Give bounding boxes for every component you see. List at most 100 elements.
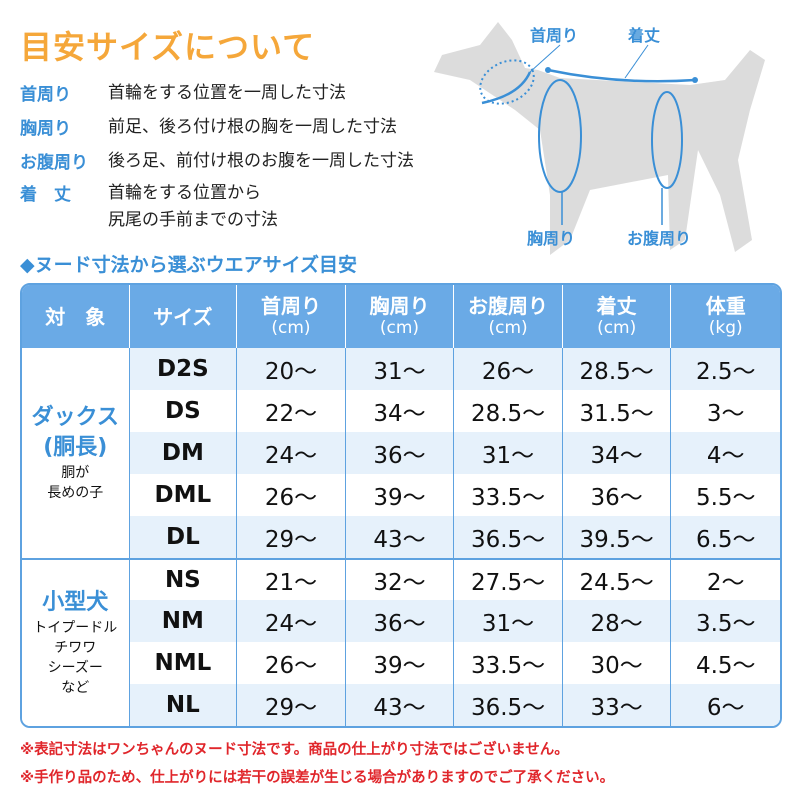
- definition-line: 後ろ足、前付け根のお腹を一周した寸法: [108, 151, 414, 171]
- diagram-label-belly: お腹周り: [627, 229, 692, 248]
- group-name: 小型犬: [42, 590, 109, 615]
- definition-term: 着 丈: [20, 185, 71, 205]
- size-cell: DL: [129, 516, 238, 558]
- column-header: 対 象: [22, 285, 130, 348]
- value-cell: 39～: [346, 474, 455, 516]
- definition-desc: 後ろ足、前付け根のお腹を一周した寸法: [108, 148, 414, 175]
- group-note: など: [61, 680, 90, 696]
- definition-item: 着 丈 首輪をする位置から 尻尾の手前までの寸法: [20, 180, 278, 234]
- value-cell: 32～: [345, 558, 455, 600]
- size-cell: NS: [129, 558, 238, 600]
- group-note: チワワ: [54, 640, 97, 656]
- value-cell: 27.5～: [454, 558, 563, 600]
- value-cell: 5.5～: [695, 485, 756, 511]
- definition-item: お腹周り 後ろ足、前付け根のお腹を一周した寸法: [20, 148, 414, 175]
- value-cell: 28～: [562, 600, 672, 642]
- value-cell: 26～: [237, 642, 346, 684]
- column-header-label: 胸周り: [369, 293, 430, 318]
- value-cell: 36～: [345, 432, 455, 474]
- value-cell: 31～: [345, 348, 455, 390]
- value-cell: 26～: [454, 348, 563, 390]
- value-cell: 3.5～: [671, 600, 780, 642]
- value-cell: 43～: [345, 684, 455, 726]
- column-header: 首周り (cm): [237, 285, 346, 348]
- value-cell: 29～: [237, 684, 346, 726]
- value-cell: 2～: [671, 558, 780, 600]
- definition-item: 首周り 首輪をする位置を一周した寸法: [20, 80, 346, 107]
- value-cell: 6.5～: [671, 516, 780, 558]
- column-header-unit: (kg): [708, 317, 743, 338]
- diagram-label-chest: 胸周り: [527, 229, 576, 248]
- value-cell: 36～: [563, 474, 672, 516]
- value-cell: 28.5～: [562, 348, 672, 390]
- table-row: NML 26～ 39～ 33.5～ 30～ 4.5～: [22, 642, 780, 684]
- dog-diagram: [434, 22, 765, 255]
- table-row: DML 26～ 39～ 33.5～ 36～ 5.5～: [22, 474, 780, 516]
- column-header-unit: (cm): [597, 317, 637, 338]
- definition-line: 前足、後ろ付け根の胸を一周した寸法: [108, 117, 397, 137]
- value-cell: 34～: [562, 432, 672, 474]
- size-cell: DML: [130, 474, 238, 516]
- value-cell: 4～: [671, 432, 780, 474]
- value-cell: 3～: [706, 401, 745, 427]
- value-cell: 28.5～: [454, 390, 563, 432]
- size-cell: DM: [129, 432, 238, 474]
- column-header-label: 対 象: [45, 304, 106, 329]
- size-cell: NM: [129, 600, 238, 642]
- value-cell: 43～: [345, 516, 455, 558]
- column-header: 着丈 (cm): [562, 285, 672, 348]
- value-cell: 24～: [237, 432, 346, 474]
- value-cell: 36.5～: [454, 684, 563, 726]
- size-cell: DS: [130, 390, 238, 432]
- table-row: DM 24～ 36～ 31～ 34～ 4～: [22, 432, 780, 474]
- column-header: お腹周り (cm): [454, 285, 563, 348]
- group-cell: 小型犬トイプードル チワワシーズーなど: [22, 558, 130, 726]
- definition-line: 尻尾の手前までの寸法: [108, 210, 278, 230]
- table-row: NM 24～ 36～ 31～ 28～ 3.5～: [22, 600, 780, 642]
- definition-term: お腹周り: [20, 153, 88, 173]
- size-table: 対 象サイズ 首周り (cm) 胸周り (cm) お腹周り (cm) 着丈 (cm) 体重 (kg)…: [20, 283, 782, 728]
- page-title: 目安サイズについて: [20, 28, 316, 66]
- definition-line: 首輪をする位置から: [108, 183, 261, 203]
- group-note: トイプードル: [33, 620, 118, 636]
- column-header-unit: (cm): [379, 317, 420, 338]
- column-header-unit: (cm): [271, 317, 311, 338]
- value-cell: 20～: [237, 348, 346, 390]
- diagram-label-neck: 首周り: [530, 26, 579, 45]
- table-row: DS 22～ 34～ 28.5～ 31.5～ 3～: [22, 390, 780, 432]
- value-cell: 39～: [346, 642, 455, 684]
- column-header-label: 首周り: [260, 293, 321, 318]
- value-cell: 34～: [346, 390, 455, 432]
- table-row: DL 29～ 43～ 36.5～ 39.5～ 6.5～: [22, 516, 780, 558]
- size-cell: NL: [129, 684, 238, 726]
- definition-desc: 首輪をする位置を一周した寸法: [108, 80, 346, 107]
- table-row: NL 29～ 43～ 36.5～ 33～ 6～: [22, 684, 780, 726]
- value-cell: 22～: [237, 390, 346, 432]
- value-cell: 36.5～: [454, 516, 563, 558]
- value-cell: 26～: [237, 474, 346, 516]
- column-header-label: サイズ: [153, 304, 213, 329]
- size-cell: D2S: [129, 348, 238, 390]
- value-cell: 33.5～: [454, 642, 563, 684]
- group-cell: ダックス (胴長) 胴が長めの子: [22, 348, 130, 558]
- value-cell: 30～: [563, 642, 672, 684]
- column-header-label: 体重: [705, 293, 746, 318]
- value-cell: 2.5～: [671, 348, 780, 390]
- definition-line: 首輪をする位置を一周した寸法: [108, 83, 346, 103]
- column-header-label: 着丈: [596, 293, 637, 318]
- value-cell: 33.5～: [454, 474, 563, 516]
- definition-term: 胸周り: [20, 119, 71, 139]
- definition-item: 胸周り 前足、後ろ付け根の胸を一周した寸法: [20, 114, 397, 141]
- diagram-label-length: 着丈: [628, 26, 661, 45]
- note-1: ※表記寸法はワンちゃんのヌード寸法です。商品の仕上がり寸法ではございません。: [20, 742, 569, 758]
- value-cell: 4.5～: [695, 653, 756, 679]
- group-note: シーズー: [47, 660, 103, 676]
- group-note: 胴が: [61, 465, 90, 481]
- group-note: 長めの子: [47, 485, 104, 501]
- value-cell: 31.5～: [563, 390, 672, 432]
- definition-desc: 首輪をする位置から 尻尾の手前までの寸法: [108, 180, 278, 234]
- group-name-sub: (胴長): [43, 435, 108, 460]
- value-cell: 21～: [237, 558, 346, 600]
- value-cell: 39.5～: [562, 516, 672, 558]
- group-name: ダックス: [31, 405, 119, 430]
